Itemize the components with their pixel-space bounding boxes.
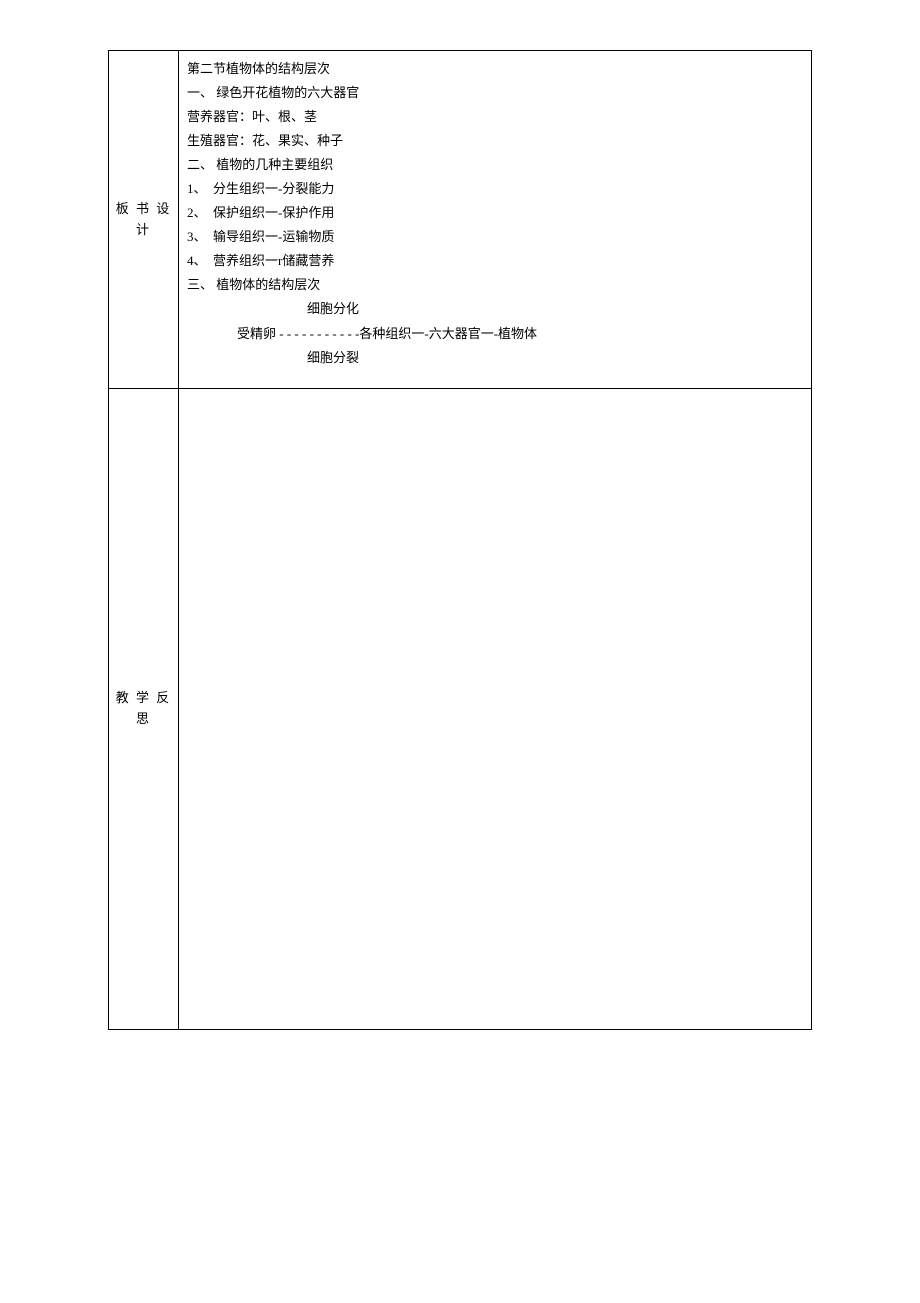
content-line-11: 细胞分化 bbox=[187, 297, 803, 321]
content-line-13: 细胞分裂 bbox=[187, 346, 803, 370]
board-design-content: 第二节植物体的结构层次 一、 绿色开花植物的六大器官 营养器官：叶、根、茎 生殖… bbox=[179, 51, 811, 388]
content-line-5: 二、 植物的几种主要组织 bbox=[187, 153, 803, 177]
content-line-10: 三、 植物体的结构层次 bbox=[187, 273, 803, 297]
board-design-row: 板 书 设 计 第二节植物体的结构层次 一、 绿色开花植物的六大器官 营养器官：… bbox=[109, 51, 811, 389]
teaching-reflection-label: 教 学 反 思 bbox=[113, 688, 174, 730]
lesson-plan-table: 板 书 设 计 第二节植物体的结构层次 一、 绿色开花植物的六大器官 营养器官：… bbox=[108, 50, 812, 1030]
board-design-label-cell: 板 书 设 计 bbox=[109, 51, 179, 388]
teaching-reflection-label-cell: 教 学 反 思 bbox=[109, 389, 179, 1029]
teaching-reflection-row: 教 学 反 思 bbox=[109, 389, 811, 1029]
content-line-6: 1、 分生组织一-分裂能力 bbox=[187, 177, 803, 201]
content-line-8: 3、 输导组织一-运输物质 bbox=[187, 225, 803, 249]
teaching-reflection-content bbox=[179, 389, 811, 1029]
content-line-1: 第二节植物体的结构层次 bbox=[187, 57, 803, 81]
content-line-2: 一、 绿色开花植物的六大器官 bbox=[187, 81, 803, 105]
content-line-3: 营养器官：叶、根、茎 bbox=[187, 105, 803, 129]
content-line-12: 受精卵 - - - - - - - - - - -各种组织一-六大器官一-植物体 bbox=[187, 322, 803, 346]
content-line-4: 生殖器官：花、果实、种子 bbox=[187, 129, 803, 153]
content-line-9: 4、 营养组织一r储藏营养 bbox=[187, 249, 803, 273]
board-design-label: 板 书 设 计 bbox=[113, 199, 174, 241]
content-line-7: 2、 保护组织一-保护作用 bbox=[187, 201, 803, 225]
